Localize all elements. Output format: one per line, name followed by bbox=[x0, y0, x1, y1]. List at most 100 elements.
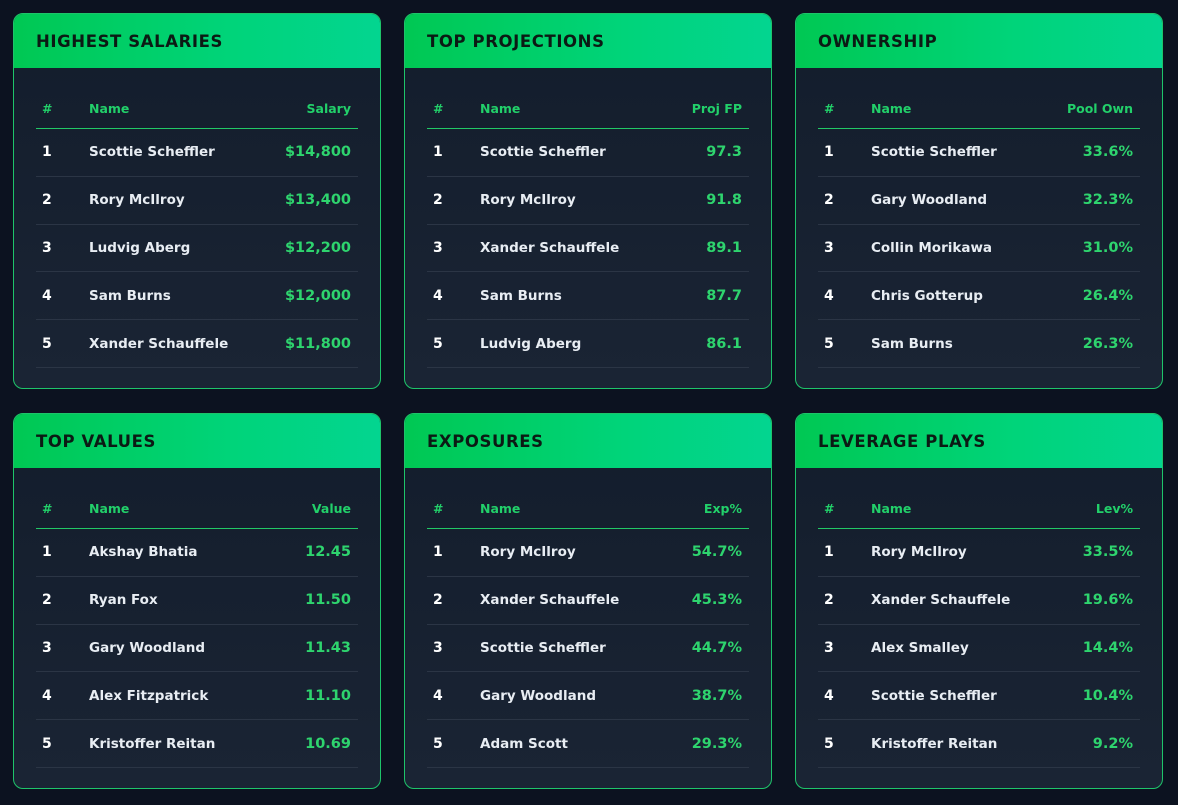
player-name: Kristoffer Reitan bbox=[871, 735, 998, 752]
table-row[interactable]: 5 Adam Scott 29.3% bbox=[427, 720, 749, 768]
stat-value: 12.45 bbox=[305, 544, 351, 561]
table-row[interactable]: 3 Collin Morikawa 31.0% bbox=[818, 225, 1140, 273]
card-top-values: TOP VALUES # Name Value 1 Akshay Bhatia 12.45 2… bbox=[13, 413, 381, 789]
table-row[interactable]: 2 Rory McIlroy 91.8 bbox=[427, 177, 749, 225]
column-header-rank: # bbox=[433, 100, 444, 116]
table-row[interactable]: 2 Gary Woodland 32.3% bbox=[818, 177, 1140, 225]
stat-value: 19.6% bbox=[1082, 592, 1133, 609]
player-name: Gary Woodland bbox=[871, 192, 987, 209]
table-row[interactable]: 5 Ludvig Aberg 86.1 bbox=[427, 320, 749, 368]
table-row[interactable]: 5 Kristoffer Reitan 9.2% bbox=[818, 720, 1140, 768]
card-top-projections: TOP PROJECTIONS # Name Proj FP 1 Scottie Sche… bbox=[404, 13, 772, 389]
table-row[interactable]: 5 Xander Schauffele $11,800 bbox=[36, 320, 358, 368]
row-rank: 3 bbox=[42, 239, 52, 256]
row-rank: 1 bbox=[433, 144, 443, 161]
player-name: Adam Scott bbox=[480, 735, 568, 752]
table-row[interactable]: 5 Sam Burns 26.3% bbox=[818, 320, 1140, 368]
player-name: Akshay Bhatia bbox=[89, 544, 198, 561]
table-row[interactable]: 4 Sam Burns $12,000 bbox=[36, 272, 358, 321]
table-header-row: # Name Pool Own bbox=[818, 68, 1140, 129]
table-header-row: # Name Value bbox=[36, 468, 358, 529]
stat-value: 44.7% bbox=[691, 639, 742, 656]
player-name: Scottie Scheffler bbox=[89, 144, 215, 161]
stat-value: 26.4% bbox=[1082, 287, 1133, 304]
row-rank: 2 bbox=[433, 192, 443, 209]
card-title: OWNERSHIP bbox=[818, 31, 938, 51]
table-row[interactable]: 3 Scottie Scheffler 44.7% bbox=[427, 625, 749, 673]
row-rank: 5 bbox=[42, 735, 52, 752]
row-rank: 4 bbox=[42, 287, 52, 304]
card-highest-salaries: HIGHEST SALARIES # Name Salary 1 Scottie Sche… bbox=[13, 13, 381, 389]
row-rank: 1 bbox=[42, 144, 52, 161]
table-row[interactable]: 4 Gary Woodland 38.7% bbox=[427, 672, 749, 721]
player-name: Ludvig Aberg bbox=[89, 239, 191, 256]
row-rank: 3 bbox=[824, 239, 834, 256]
row-rank: 1 bbox=[433, 544, 443, 561]
player-name: Chris Gotterup bbox=[871, 287, 983, 304]
row-rank: 1 bbox=[824, 544, 834, 561]
ranking-table: # Name Salary 1 Scottie Scheffler $14,800 2 Ror… bbox=[14, 68, 380, 368]
player-name: Xander Schauffele bbox=[871, 592, 1011, 609]
table-row[interactable]: 3 Gary Woodland 11.43 bbox=[36, 625, 358, 673]
player-name: Rory McIlroy bbox=[871, 544, 967, 561]
row-rank: 4 bbox=[433, 287, 443, 304]
player-name: Scottie Scheffler bbox=[480, 144, 606, 161]
row-rank: 5 bbox=[433, 335, 443, 352]
player-name: Sam Burns bbox=[871, 335, 953, 352]
table-row[interactable]: 2 Xander Schauffele 19.6% bbox=[818, 577, 1140, 625]
table-row[interactable]: 3 Ludvig Aberg $12,200 bbox=[36, 225, 358, 273]
stat-value: 33.6% bbox=[1082, 144, 1133, 161]
stat-value: 10.69 bbox=[305, 735, 351, 752]
row-rank: 5 bbox=[824, 735, 834, 752]
stat-value: 91.8 bbox=[706, 192, 742, 209]
table-row[interactable]: 1 Akshay Bhatia 12.45 bbox=[36, 529, 358, 577]
column-header-rank: # bbox=[433, 500, 444, 516]
table-row[interactable]: 5 Kristoffer Reitan 10.69 bbox=[36, 720, 358, 768]
table-row[interactable]: 4 Scottie Scheffler 10.4% bbox=[818, 672, 1140, 721]
table-row[interactable]: 1 Rory McIlroy 33.5% bbox=[818, 529, 1140, 577]
column-header-value: Proj FP bbox=[691, 100, 742, 116]
column-header-name: Name bbox=[871, 100, 912, 116]
table-row[interactable]: 1 Scottie Scheffler $14,800 bbox=[36, 129, 358, 177]
stat-value: 45.3% bbox=[691, 592, 742, 609]
column-header-value: Lev% bbox=[1095, 500, 1133, 516]
table-row[interactable]: 3 Xander Schauffele 89.1 bbox=[427, 225, 749, 273]
column-header-name: Name bbox=[480, 100, 521, 116]
card-title: HIGHEST SALARIES bbox=[36, 31, 223, 51]
table-row[interactable]: 3 Alex Smalley 14.4% bbox=[818, 625, 1140, 673]
column-header-value: Exp% bbox=[703, 500, 742, 516]
row-rank: 3 bbox=[433, 639, 443, 656]
stat-value: $13,400 bbox=[284, 192, 351, 209]
card-header: EXPOSURES bbox=[405, 414, 771, 468]
row-rank: 5 bbox=[824, 335, 834, 352]
card-exposures: EXPOSURES # Name Exp% 1 Rory McIlroy 54.7% 2 Xan… bbox=[404, 413, 772, 789]
player-name: Kristoffer Reitan bbox=[89, 735, 216, 752]
player-name: Xander Schauffele bbox=[480, 592, 620, 609]
ranking-table: # Name Value 1 Akshay Bhatia 12.45 2 Ryan Fox 11… bbox=[14, 468, 380, 768]
row-rank: 4 bbox=[42, 687, 52, 704]
table-row[interactable]: 2 Rory McIlroy $13,400 bbox=[36, 177, 358, 225]
player-name: Ryan Fox bbox=[89, 592, 158, 609]
stat-value: 86.1 bbox=[706, 335, 742, 352]
table-row[interactable]: 2 Ryan Fox 11.50 bbox=[36, 577, 358, 625]
table-row[interactable]: 1 Rory McIlroy 54.7% bbox=[427, 529, 749, 577]
stat-value: 38.7% bbox=[691, 687, 742, 704]
player-name: Collin Morikawa bbox=[871, 239, 993, 256]
player-name: Rory McIlroy bbox=[480, 192, 576, 209]
table-row[interactable]: 4 Chris Gotterup 26.4% bbox=[818, 272, 1140, 321]
row-rank: 1 bbox=[824, 144, 834, 161]
stat-value: 11.50 bbox=[305, 592, 351, 609]
table-row[interactable]: 1 Scottie Scheffler 97.3 bbox=[427, 129, 749, 177]
table-row[interactable]: 1 Scottie Scheffler 33.6% bbox=[818, 129, 1140, 177]
table-row[interactable]: 4 Sam Burns 87.7 bbox=[427, 272, 749, 321]
stat-value: 54.7% bbox=[691, 544, 742, 561]
player-name: Scottie Scheffler bbox=[871, 144, 997, 161]
stat-value: 11.10 bbox=[305, 687, 351, 704]
table-row[interactable]: 2 Xander Schauffele 45.3% bbox=[427, 577, 749, 625]
player-name: Scottie Scheffler bbox=[871, 687, 997, 704]
table-row[interactable]: 4 Alex Fitzpatrick 11.10 bbox=[36, 672, 358, 721]
player-name: Rory McIlroy bbox=[480, 544, 576, 561]
stat-value: 87.7 bbox=[706, 287, 742, 304]
table-header-row: # Name Lev% bbox=[818, 468, 1140, 529]
column-header-value: Pool Own bbox=[1066, 100, 1133, 116]
